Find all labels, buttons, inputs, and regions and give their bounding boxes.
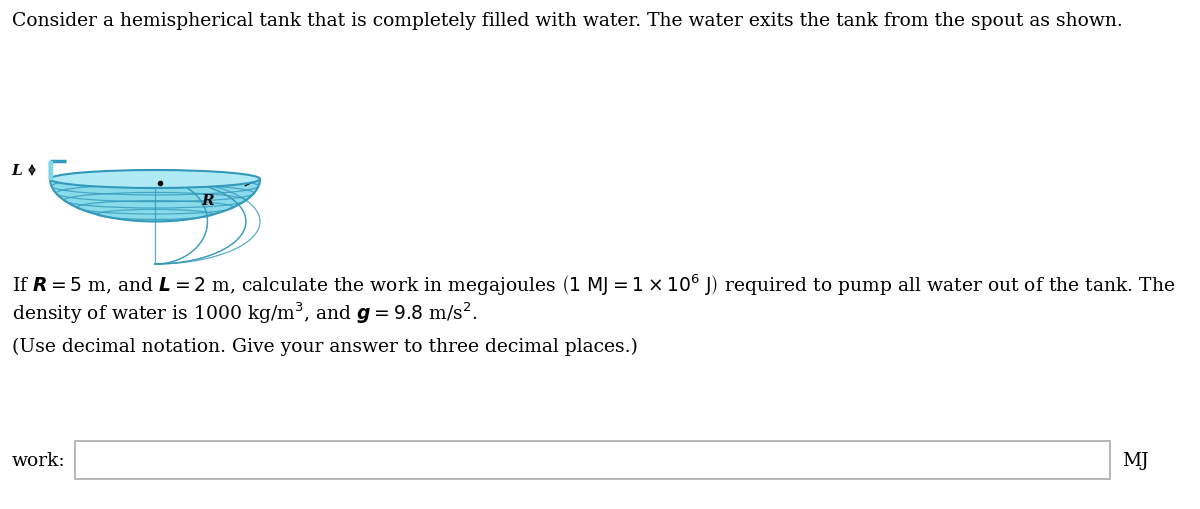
- Text: If $\boldsymbol{R} = 5$ m, and $\boldsymbol{L} = 2$ m, calculate the work in meg: If $\boldsymbol{R} = 5$ m, and $\boldsym…: [12, 271, 1176, 297]
- FancyBboxPatch shape: [74, 441, 1110, 479]
- Text: (Use decimal notation. Give your answer to three decimal places.): (Use decimal notation. Give your answer …: [12, 337, 638, 356]
- Text: L: L: [11, 164, 22, 178]
- Text: R: R: [202, 193, 214, 208]
- Polygon shape: [50, 180, 260, 222]
- Ellipse shape: [50, 171, 260, 189]
- Text: Consider a hemispherical tank that is completely filled with water. The water ex: Consider a hemispherical tank that is co…: [12, 12, 1123, 30]
- Polygon shape: [48, 162, 52, 180]
- Text: MJ: MJ: [1122, 451, 1148, 469]
- Text: work:: work:: [11, 451, 65, 469]
- Text: density of water is 1000 kg/m$^3$, and $\boldsymbol{g} = 9.8$ m/s$^2$.: density of water is 1000 kg/m$^3$, and $…: [12, 299, 478, 325]
